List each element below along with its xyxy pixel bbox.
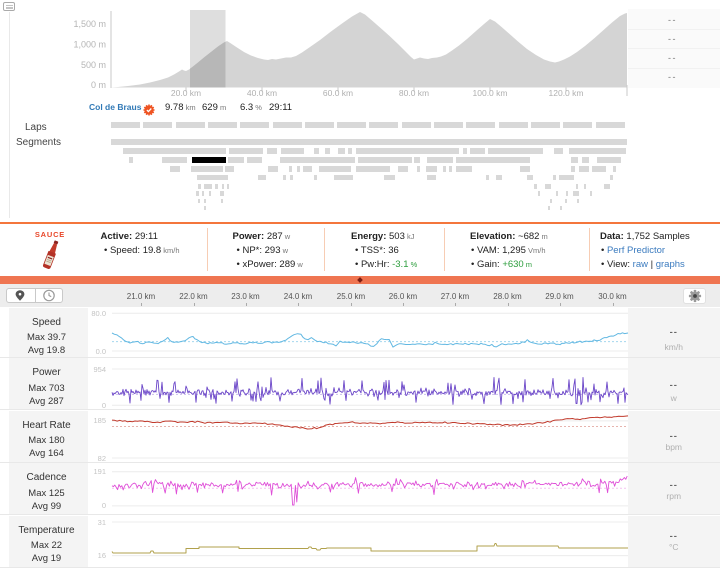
svg-text:1,500 m: 1,500 m (73, 19, 106, 29)
svg-text:1,000 m: 1,000 m (73, 40, 106, 50)
svg-text:20.0 km: 20.0 km (171, 88, 201, 98)
svg-text:500 m: 500 m (81, 60, 106, 70)
svg-text:100.0 km: 100.0 km (473, 88, 508, 98)
svg-text:120.0 km: 120.0 km (549, 88, 584, 98)
svg-text:60.0 km: 60.0 km (323, 88, 353, 98)
svg-text:40.0 km: 40.0 km (247, 88, 277, 98)
svg-text:0 m: 0 m (91, 80, 106, 90)
svg-text:80.0 km: 80.0 km (399, 88, 429, 98)
